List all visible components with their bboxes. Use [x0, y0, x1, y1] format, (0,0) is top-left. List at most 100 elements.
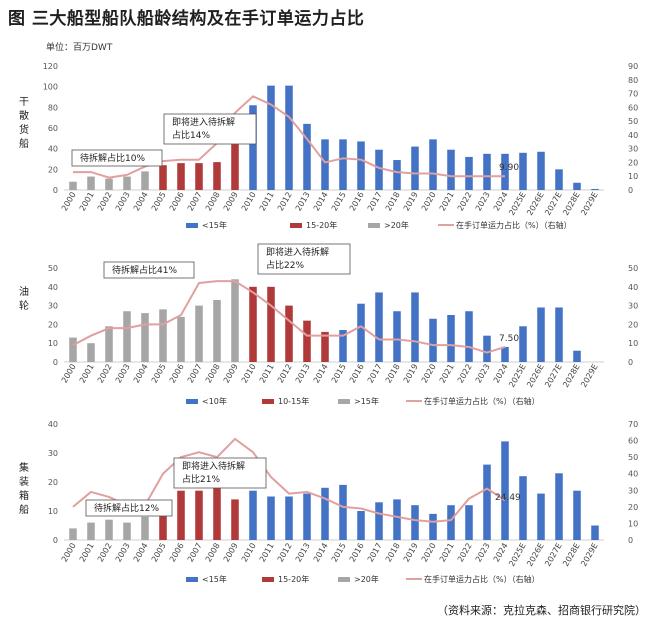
legend-label: 15-20年 [306, 220, 337, 230]
x-tick-label: 2001 [78, 363, 96, 385]
bar [447, 149, 455, 190]
x-tick-label: 2002 [96, 191, 114, 213]
legend-swatch [290, 223, 302, 228]
bar [105, 519, 113, 540]
legend-label: 10-15年 [278, 396, 309, 406]
x-tick-label: 2001 [78, 191, 96, 213]
y2-tick-label: 50 [628, 117, 638, 126]
bar [87, 522, 95, 540]
y-tick-label: 30 [48, 302, 58, 311]
unit-label: 单位：百万DWT [46, 43, 113, 53]
bar [159, 505, 167, 540]
y2-tick-label: 10 [628, 172, 638, 181]
x-tick-label: 2013 [294, 542, 312, 564]
bar [69, 337, 77, 362]
x-tick-label: 2016 [348, 363, 366, 385]
y-tick-label: 100 [43, 83, 58, 92]
x-tick-label: 2011 [258, 191, 276, 213]
bar [195, 490, 203, 540]
bar [393, 311, 401, 362]
data-label: 24.49 [495, 493, 521, 503]
x-tick-label: 2015 [330, 542, 348, 564]
x-tick-label: 2019 [402, 363, 420, 385]
bar [375, 149, 383, 190]
y2-tick-label: 50 [628, 453, 638, 462]
bar [213, 484, 221, 540]
x-tick-label: 2013 [294, 191, 312, 213]
x-tick-label: 2010 [240, 191, 258, 213]
y-tick-label: 50 [48, 264, 58, 273]
x-tick-label: 2014 [312, 363, 330, 385]
x-tick-label: 2012 [276, 363, 294, 385]
y2-tick-label: 70 [628, 420, 638, 429]
x-tick-label: 2016 [348, 191, 366, 213]
legend-label: 在手订单运力占比（%）（右轴） [424, 396, 540, 406]
bar [483, 335, 491, 362]
legend-label: 15-20年 [278, 574, 309, 584]
x-tick-label: 2024 [492, 542, 510, 564]
bar [303, 123, 311, 190]
x-tick-label: 2003 [114, 542, 132, 564]
x-tick-label: 2021 [438, 542, 456, 564]
x-tick-label: 2000 [60, 191, 78, 213]
bar [447, 505, 455, 540]
x-tick-label: 2008 [204, 542, 222, 564]
y2-tick-label: 40 [628, 470, 638, 479]
bar [537, 307, 545, 362]
x-tick-label: 2003 [114, 363, 132, 385]
bar [555, 473, 563, 540]
y2-tick-label: 40 [628, 131, 638, 140]
bar [339, 484, 347, 540]
bar [141, 313, 149, 362]
bar [177, 490, 185, 540]
chart-0: 0 20 40 60 80 100 120 0 10 20 30 40 50 60 70 80 90 9.90 20… [43, 62, 638, 230]
x-tick-label: 2007 [186, 363, 204, 385]
legend-swatch [186, 399, 198, 404]
bar [69, 181, 77, 190]
y2-tick-label: 70 [628, 90, 638, 99]
bar [429, 139, 437, 190]
bar [213, 162, 221, 190]
y-tick-label: 20 [48, 320, 58, 329]
x-tick-label: 2009 [222, 542, 240, 564]
bar [429, 513, 437, 540]
bar [465, 311, 473, 362]
legend-swatch [368, 223, 380, 228]
x-tick-label: 2015 [330, 191, 348, 213]
x-tick-label: 2007 [186, 542, 204, 564]
x-tick-label: 2016 [348, 542, 366, 564]
series-line [72, 280, 506, 354]
bar [339, 139, 347, 190]
annotation-text: 即将进入待拆解 [172, 116, 235, 128]
x-tick-label: 2029E [579, 191, 600, 218]
x-tick-label: 2021 [438, 363, 456, 385]
y-tick-label: 60 [48, 124, 58, 133]
side-label-tanker: 油轮 [19, 287, 29, 312]
x-tick-label: 2019 [402, 542, 420, 564]
x-tick-label: 2004 [132, 542, 150, 564]
bar [519, 476, 527, 540]
bar [573, 182, 581, 190]
y-tick-label: 40 [48, 145, 58, 154]
x-tick-label: 2019 [402, 191, 420, 213]
annotation-box [257, 243, 351, 275]
annotation-text-2: 占比21% [182, 473, 220, 485]
bar [465, 505, 473, 540]
x-tick-label: 2011 [258, 542, 276, 564]
bar [195, 163, 203, 190]
x-tick-label: 2014 [312, 542, 330, 564]
x-tick-label: 2023 [474, 363, 492, 385]
bar [303, 320, 311, 362]
annotation-text: 待拆解占比10% [80, 152, 145, 164]
bar [285, 305, 293, 362]
x-tick-label: 2005 [150, 363, 168, 385]
y2-tick-label: 50 [628, 264, 638, 273]
x-tick-label: 2003 [114, 191, 132, 213]
side-label-container: 集装箱船 [19, 463, 29, 516]
bar [411, 292, 419, 362]
y2-tick-label: 0 [628, 358, 633, 367]
legend-label: >15年 [354, 396, 379, 406]
bar [195, 305, 203, 362]
